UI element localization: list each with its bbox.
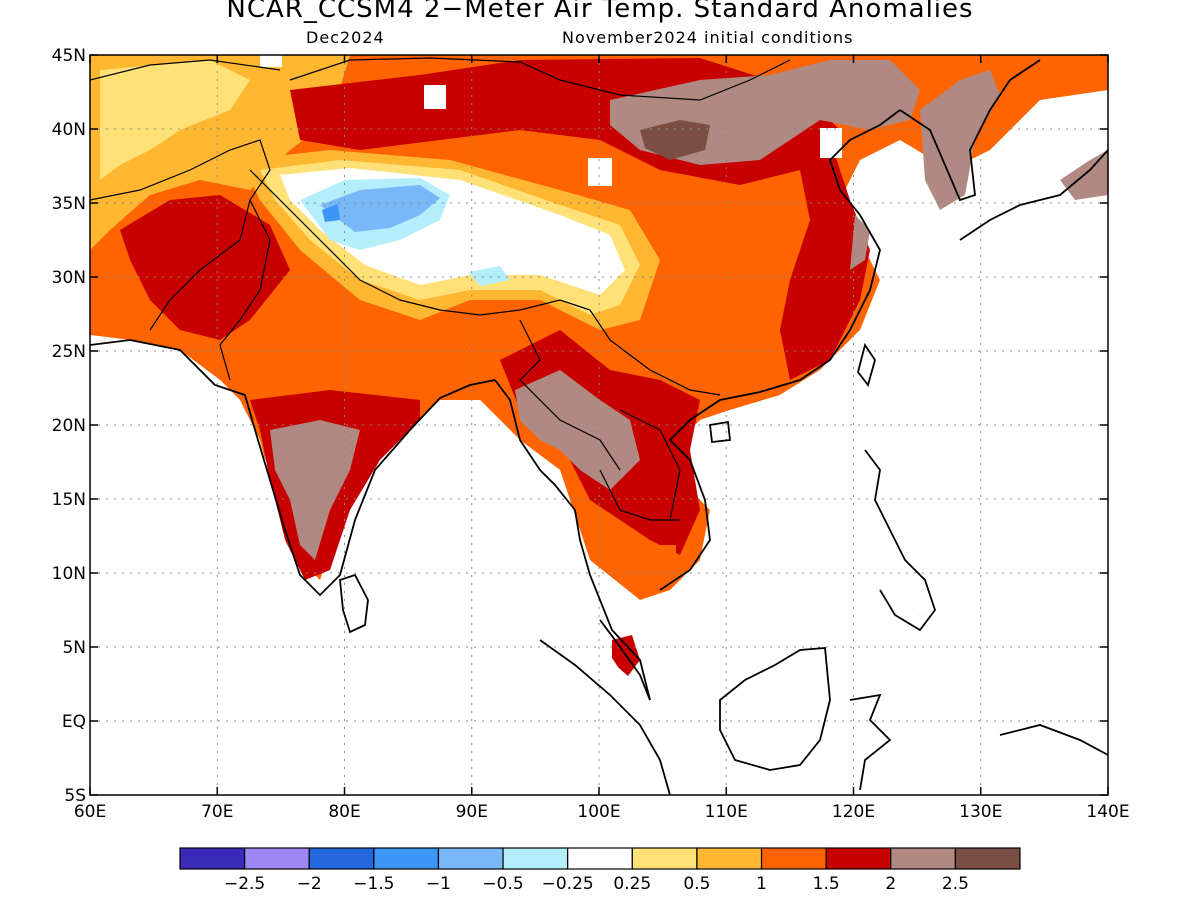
- lat-tick-label: 30N: [52, 268, 86, 288]
- lon-tick-label: 90E: [456, 802, 488, 822]
- colorbar-label: 2.5: [942, 874, 969, 894]
- lon-tick-label: 140E: [1086, 802, 1129, 822]
- lat-tick-label: 5N: [62, 638, 86, 658]
- ocean-mask-scs: [690, 200, 1108, 620]
- coast-srilanka: [339, 573, 369, 634]
- colorbar-label: −2.5: [224, 874, 265, 894]
- lon-tick-label: 100E: [577, 802, 620, 822]
- field-blue-plateau: [320, 185, 440, 232]
- ocean-mask-bengal: [320, 400, 1108, 795]
- border-china-north: [289, 57, 791, 101]
- field-darkbrown-mongolia: [640, 120, 710, 160]
- colorbar-swatch: [631, 847, 698, 870]
- map-title: NCAR_CCSM4 2−Meter Air Temp. Standard An…: [226, 0, 974, 24]
- colorbar-swatch: [954, 847, 1021, 870]
- colorbar-swatch: [567, 847, 633, 870]
- ocean-mask-arabian: [90, 335, 320, 795]
- border-thai-cambodia: [599, 469, 680, 521]
- border-himalaya: [249, 169, 591, 316]
- field-brown-korea: [920, 70, 1000, 210]
- lon-tick-label: 130E: [959, 802, 1002, 822]
- colorbar-label: 0.5: [683, 874, 710, 894]
- colorbar-swatch: [760, 847, 827, 870]
- lat-tick-label: 35N: [52, 194, 86, 214]
- field-lightblue-plateau-2: [468, 266, 510, 286]
- coast-indochina-east: [659, 109, 901, 591]
- coast-india: [90, 339, 496, 597]
- lat-tick-label: 10N: [52, 564, 86, 584]
- colorbar-swatch: [696, 847, 763, 870]
- lon-tick-label: 120E: [832, 802, 875, 822]
- coast-sumatra: [539, 639, 671, 795]
- coast-malaya: [599, 619, 651, 701]
- colorbar-swatch: [502, 847, 569, 870]
- field-brown-tibet-se: [850, 215, 870, 270]
- coast-hainan: [709, 420, 731, 443]
- field-blue2-plateau: [322, 204, 340, 222]
- lon-tick-label: 80E: [328, 802, 360, 822]
- lon-tick-label: 110E: [705, 802, 748, 822]
- colorbar-label: 1.5: [813, 874, 840, 894]
- lat-tick-label: 25N: [52, 342, 86, 362]
- colorbar-label: 2: [885, 874, 896, 894]
- colorbar-label: −1.5: [353, 874, 394, 894]
- colorbar-label: −2: [297, 874, 322, 894]
- lat-tick-label: 20N: [52, 416, 86, 436]
- field-red-pakistan: [120, 195, 290, 340]
- lat-tick-label: EQ: [62, 712, 86, 732]
- coast-japan: [959, 149, 1108, 241]
- border-china-south: [589, 309, 721, 396]
- colorbar: −2.5 −2 −1.5 −1 −0.5 −0.25 0.25 0.5 1 1.5 2 2.5: [179, 847, 1021, 894]
- colorbar-swatch: [437, 847, 504, 870]
- lat-tick-label: 45N: [52, 46, 86, 66]
- colorbar-swatch: [825, 847, 892, 870]
- colorbar-label: 1: [756, 874, 767, 894]
- field-orange-cambodia: [650, 545, 676, 559]
- init-conditions-label: November2024 initial conditions: [562, 28, 854, 47]
- border-laos-vietnam: [619, 409, 681, 521]
- colorbar-label: −0.5: [482, 874, 523, 894]
- coast-korea: [899, 59, 1041, 202]
- border-kazakh: [90, 59, 281, 81]
- lat-tick-label: 15N: [52, 490, 86, 510]
- colorbar-label: −1: [426, 874, 451, 894]
- coast-indochina: [494, 379, 651, 701]
- coast-papua: [999, 724, 1108, 756]
- colorbar-label: −0.25: [542, 874, 594, 894]
- mask-cell-2: [588, 158, 612, 186]
- field-yellow-west: [100, 60, 250, 180]
- lat-tick-label: 40N: [52, 120, 86, 140]
- coast-philippines: [864, 449, 937, 632]
- lon-tick-label: 60E: [74, 802, 106, 822]
- coast-taiwan: [857, 342, 876, 387]
- lon-tick-label: 70E: [201, 802, 233, 822]
- field-brown-india: [270, 420, 360, 560]
- colorbar-swatch: [244, 847, 310, 870]
- border-afghan-pak: [90, 139, 271, 331]
- valid-month-label: Dec2024: [306, 28, 385, 47]
- colorbar-swatch: [308, 847, 375, 870]
- border-india-pak: [219, 199, 271, 381]
- coast-sulawesi: [849, 693, 892, 791]
- border-myanmar: [519, 319, 621, 471]
- colorbar-swatch: [179, 847, 246, 870]
- axis-ticks: 60E 70E 80E 90E 100E 110E 120E 130E 140E 45N 40N 35…: [52, 46, 1130, 822]
- field-red-east-china: [780, 130, 870, 380]
- field-brown-myanmar: [515, 370, 640, 490]
- coastlines: [90, 59, 1108, 795]
- colorbar-swatch: [373, 847, 440, 870]
- colorbar-label: 0.25: [613, 874, 651, 894]
- mask-cell-4: [820, 128, 842, 158]
- colorbar-swatch: [890, 847, 956, 870]
- coast-borneo: [719, 647, 831, 771]
- mask-cell-3: [260, 55, 282, 67]
- graticule: [90, 55, 1108, 795]
- country-borders: [90, 57, 791, 521]
- mask-cell-1: [424, 85, 446, 109]
- lat-tick-label: 5S: [64, 786, 86, 806]
